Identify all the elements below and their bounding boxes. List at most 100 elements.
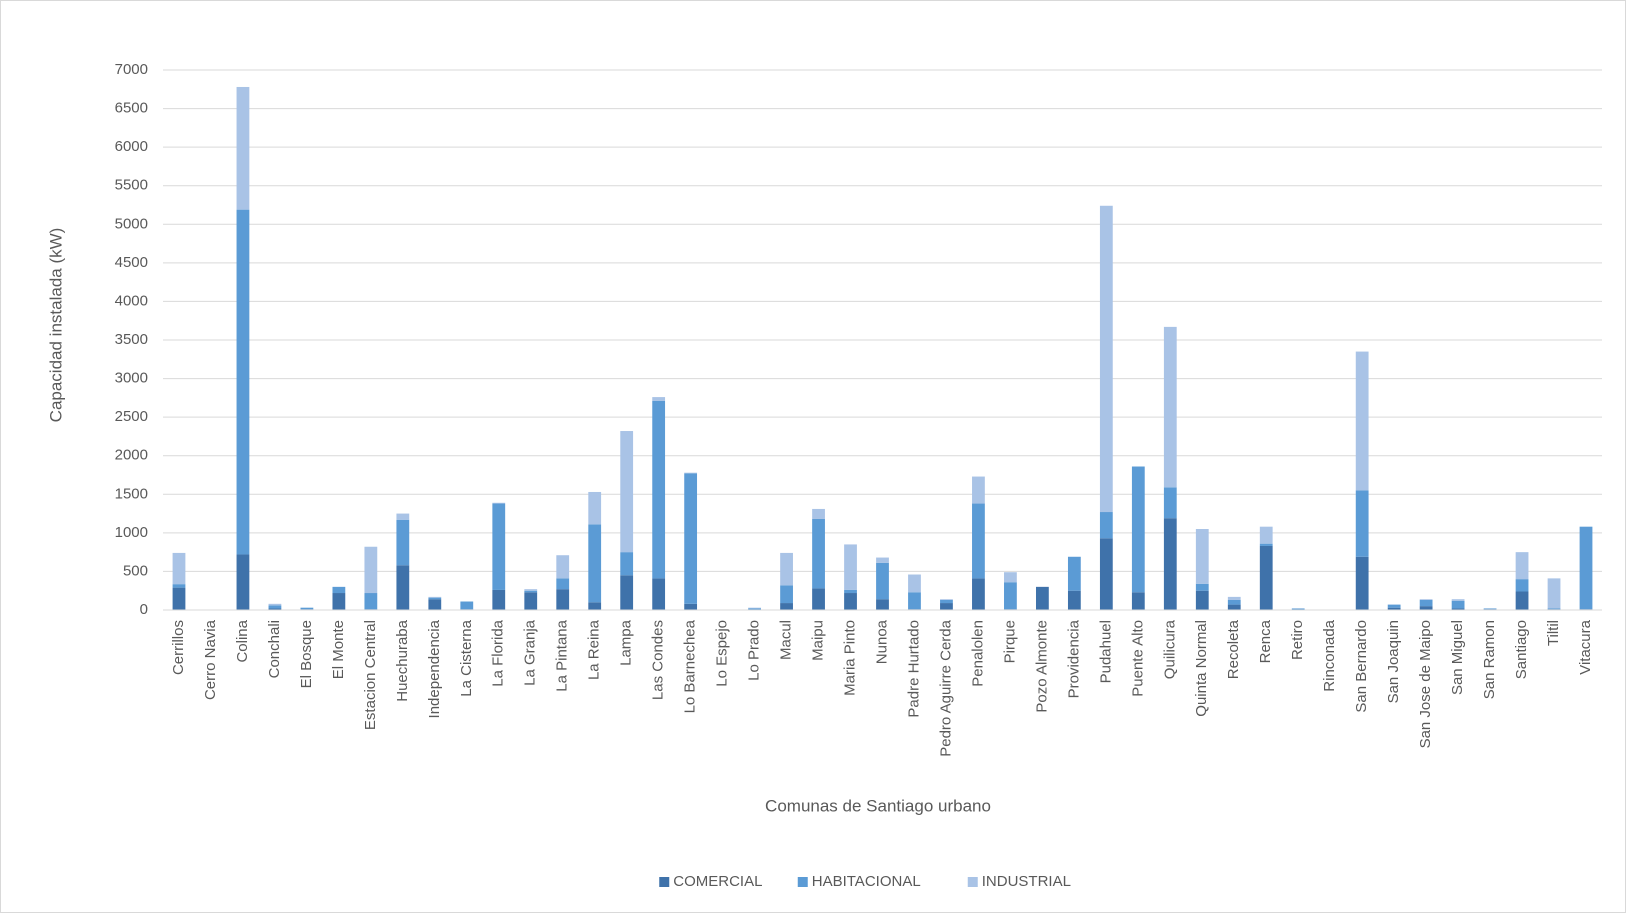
bar-segment [1355, 351, 1369, 491]
x-tick-label: San Joaquin [1385, 620, 1402, 703]
legend-label: INDUSTRIAL [982, 873, 1071, 890]
x-tick-label: Pedro Aguirre Cerda [937, 619, 954, 756]
legend-swatch [967, 877, 978, 887]
y-tick-label: 2000 [115, 447, 148, 464]
bar-segment [588, 524, 602, 603]
legend-swatch [659, 877, 670, 887]
y-tick-label: 3500 [115, 331, 148, 348]
y-tick-label: 6500 [115, 100, 148, 117]
bar-segment [1227, 596, 1241, 600]
x-tick-label: Tiltil [1545, 620, 1562, 646]
bar-segment [396, 519, 410, 566]
bar-segment [1355, 490, 1369, 557]
bar-segment [1547, 578, 1561, 609]
y-tick-label: 2500 [115, 408, 148, 425]
x-tick-label: Maria Pinto [841, 620, 858, 696]
bar-segment [1259, 543, 1273, 546]
bar-segment [1451, 600, 1465, 609]
bar-segment [1355, 556, 1369, 610]
bar-segment [876, 557, 889, 563]
bar-segment [1195, 529, 1209, 584]
bar-segment [1291, 608, 1305, 610]
bar-segment [972, 503, 985, 579]
bar-segment [780, 603, 793, 610]
x-tick-label: El Monte [330, 620, 347, 679]
bar-segment [684, 473, 698, 604]
bar-segment [268, 605, 282, 609]
bar-segment [684, 472, 698, 474]
bar-segment [1419, 599, 1433, 607]
y-tick-label: 1500 [115, 485, 148, 502]
bar-segment [588, 491, 602, 525]
x-tick-label: Cerrillos [170, 620, 187, 675]
bar-segment [1419, 599, 1433, 600]
bar-segment [1131, 592, 1145, 610]
x-tick-label: Penalolen [969, 620, 986, 687]
y-tick-label: 3000 [115, 370, 148, 387]
bar-segment [460, 601, 474, 610]
bar-segment [364, 593, 378, 610]
bar-segment [1163, 326, 1177, 488]
bar-segment [812, 518, 825, 589]
bar-segment [1131, 466, 1145, 593]
y-tick-label: 5000 [115, 215, 148, 232]
bar-segment [844, 544, 857, 590]
bar-segment [1387, 607, 1401, 610]
x-tick-label: Lo Barnechea [682, 619, 699, 713]
bar-segment [236, 209, 250, 555]
bar-segment [300, 607, 314, 610]
x-tick-label: La Reina [586, 619, 603, 680]
x-tick-label: Colina [234, 619, 251, 662]
x-tick-label: Retiro [1289, 620, 1306, 660]
bar-segment [652, 397, 666, 401]
x-tick-label: Huechuraba [394, 619, 411, 701]
bar-segment [876, 599, 889, 610]
bar-segment [620, 431, 634, 553]
x-tick-label: Macul [778, 620, 795, 660]
bar-segment [1515, 579, 1529, 592]
bar-segment [172, 552, 186, 585]
x-tick-label: San Ramon [1481, 620, 1498, 699]
bar-segment [1004, 582, 1017, 610]
bar-segment [1067, 590, 1081, 610]
bar-segment [1451, 599, 1465, 601]
x-tick-label: Renca [1257, 619, 1274, 663]
x-tick-label: Santiago [1513, 620, 1530, 679]
bar-segment [780, 585, 793, 604]
bar-segment [524, 589, 538, 591]
bar-segment [876, 562, 889, 600]
bar-segment [844, 589, 857, 594]
x-tick-label: Padre Hurtado [905, 620, 922, 718]
bar-segment [620, 552, 634, 576]
bar-segment [332, 593, 346, 610]
x-tick-label: Maipu [810, 620, 827, 661]
bar-segment [748, 608, 761, 610]
x-tick-label: La Cisterna [458, 619, 475, 696]
x-tick-label: La Pintana [554, 619, 571, 691]
y-tick-label: 1000 [115, 524, 148, 541]
bar-segment [556, 578, 570, 590]
bar-segment [428, 599, 442, 610]
bar-segment [908, 592, 921, 610]
bar-segment [1579, 526, 1593, 610]
bar-segment [1004, 572, 1017, 583]
x-tick-label: Lampa [618, 619, 635, 666]
bar-segment [1195, 583, 1209, 591]
bar-segment [908, 574, 921, 593]
y-tick-label: 500 [123, 562, 148, 579]
bar-segment [1259, 526, 1273, 544]
bar-segment [396, 513, 410, 520]
y-tick-label: 6000 [115, 138, 148, 155]
bar-segment [172, 584, 186, 588]
x-tick-label: Vitacura [1577, 619, 1594, 674]
x-tick-label: Conchali [266, 620, 283, 678]
x-tick-label: Lo Prado [746, 620, 763, 681]
bar-segment [1227, 599, 1241, 605]
x-tick-label: Independencia [426, 619, 443, 718]
bar-segment [844, 593, 857, 610]
bar-segment [940, 603, 953, 610]
bar-segment [812, 508, 825, 519]
bar-segment [1067, 556, 1081, 591]
